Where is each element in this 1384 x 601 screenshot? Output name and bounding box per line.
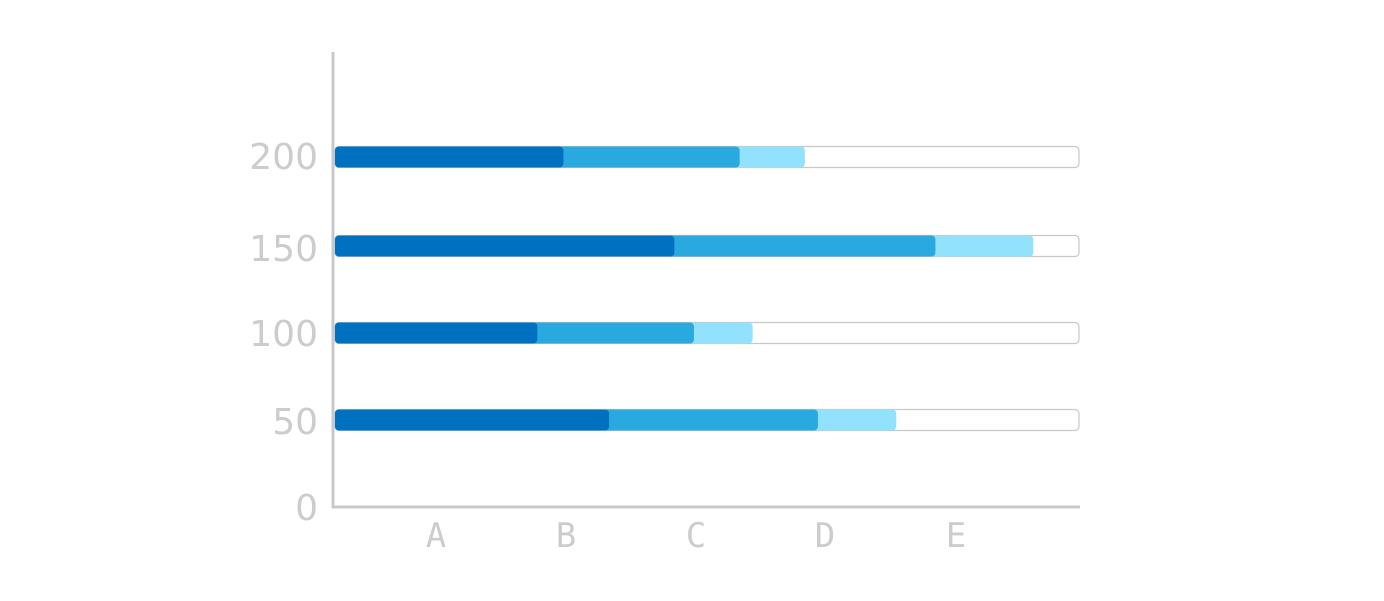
bar-segment-1 bbox=[335, 235, 675, 257]
y-tick-label: 100 bbox=[249, 314, 318, 355]
x-category-label: D bbox=[815, 516, 835, 556]
bar-segment-1 bbox=[335, 146, 564, 168]
y-tick-label: 50 bbox=[272, 402, 318, 443]
x-category-label: A bbox=[426, 516, 446, 556]
y-tick-label: 0 bbox=[295, 488, 318, 529]
y-tick-label: 150 bbox=[249, 229, 318, 270]
bar-tracks bbox=[334, 145, 1080, 432]
x-category-label: B bbox=[556, 516, 576, 556]
x-category-label: E bbox=[946, 516, 966, 556]
x-category-label: C bbox=[686, 516, 706, 556]
bar-segments bbox=[335, 146, 1034, 431]
bar-segment-1 bbox=[335, 322, 538, 344]
y-tick-label: 200 bbox=[249, 137, 318, 178]
bar-segment-1 bbox=[335, 409, 610, 431]
